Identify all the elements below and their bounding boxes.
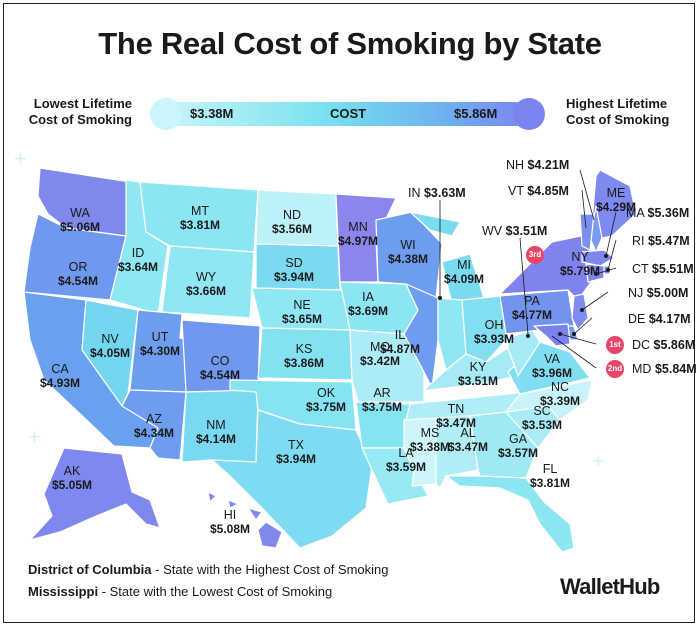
state-label-WI: WI $4.38M bbox=[388, 238, 429, 266]
state-NC bbox=[505, 379, 593, 421]
leader-line bbox=[573, 317, 593, 335]
legend-cost-label: COST bbox=[330, 106, 367, 121]
state-label-PA: PA $4.77M bbox=[512, 294, 553, 322]
state-label-ID: ID $3.64M bbox=[118, 246, 159, 274]
legend-max-value: $5.86M bbox=[454, 106, 498, 121]
state-label-DE: DE $4.17M bbox=[628, 312, 691, 326]
state-label-WV: WV $3.51M bbox=[482, 224, 548, 238]
state-WY bbox=[161, 245, 255, 319]
state-label-AZ: AZ $4.34M bbox=[134, 412, 175, 440]
state-label-RI: RI $5.47M bbox=[632, 234, 690, 248]
leader-line bbox=[607, 239, 617, 271]
note-lowest: Mississippi - State with the Lowest Cost… bbox=[28, 584, 333, 599]
state-label-NE: NE $3.65M bbox=[282, 298, 323, 326]
state-label-MA: MA $5.36M bbox=[626, 206, 690, 220]
state-label-CT: CT $5.51M bbox=[632, 262, 694, 276]
state-label-SC: SC $3.53M bbox=[522, 404, 563, 432]
leader-line bbox=[605, 211, 617, 257]
state-label-IL: IL $4.87M bbox=[380, 328, 421, 356]
legend-min-value: $3.38M bbox=[190, 106, 234, 121]
state-label-VA: VA $3.96M bbox=[532, 352, 573, 380]
rank-second-badge: 2nd bbox=[606, 360, 624, 378]
state-label-WY: WY $3.66M bbox=[186, 270, 227, 298]
state-label-IA: IA $3.69M bbox=[348, 290, 389, 318]
state-label-NC: NC $3.39M bbox=[540, 380, 581, 408]
state-label-VT: VT $4.85M bbox=[508, 184, 569, 198]
state-label-GA: GA $3.57M bbox=[498, 432, 539, 460]
page-title: The Real Cost of Smoking by State bbox=[98, 26, 602, 61]
legend-low-label: Lowest Lifetime Cost of Smoking bbox=[28, 96, 132, 127]
state-label-OH: OH $3.93M bbox=[474, 318, 515, 346]
legend-high-label: Highest Lifetime Cost of Smoking bbox=[566, 96, 670, 127]
legend-gradient bbox=[166, 102, 528, 126]
leader-line bbox=[551, 335, 597, 369]
state-HI bbox=[207, 491, 283, 549]
state-label-OK: OK $3.75M bbox=[306, 386, 347, 414]
leader-line bbox=[519, 237, 529, 335]
state-VT bbox=[579, 213, 595, 251]
state-label-MS: MS $3.38M bbox=[410, 426, 451, 454]
state-label-NJ: NJ $5.00M bbox=[628, 286, 689, 300]
rank-third-badge: 3rd bbox=[526, 246, 544, 264]
rank-first-badge: 1st bbox=[606, 336, 624, 354]
state-label-AR: AR $3.75M bbox=[362, 386, 403, 414]
state-label-FL: FL $3.81M bbox=[530, 462, 571, 490]
state-MD bbox=[533, 323, 571, 347]
state-AK bbox=[29, 447, 161, 541]
state-FL bbox=[445, 475, 575, 553]
state-label-HI: HI $5.08M bbox=[210, 508, 251, 536]
state-TX bbox=[211, 409, 373, 549]
state-label-ME: ME $4.29M bbox=[596, 186, 637, 214]
state-label-NV: NV $4.05M bbox=[90, 332, 131, 360]
decor-plus-icon: + bbox=[592, 448, 605, 473]
state-label-CO: CO $4.54M bbox=[200, 354, 241, 382]
state-label-MI: MI $4.09M bbox=[444, 258, 485, 286]
state-label-CA: CA $4.93M bbox=[40, 362, 81, 390]
state-label-MO: MO $3.42M bbox=[360, 340, 401, 368]
state-label-KS: KS $3.86M bbox=[284, 342, 325, 370]
state-label-OR: OR $4.54M bbox=[58, 260, 99, 288]
legend-low-dot bbox=[150, 98, 182, 130]
wallethub-logo: WalletHub bbox=[560, 574, 660, 599]
leader-line bbox=[581, 291, 609, 311]
state-label-NH: NH $4.21M bbox=[506, 158, 570, 172]
state-label-TX: TX $3.94M bbox=[276, 438, 317, 466]
state-label-MN: MN $4.97M bbox=[338, 220, 379, 248]
state-OH bbox=[461, 295, 509, 363]
leader-line bbox=[579, 169, 595, 221]
state-label-LA: LA $3.59M bbox=[386, 446, 427, 474]
state-NJ bbox=[571, 293, 589, 331]
state-label-NM: NM $4.14M bbox=[196, 418, 237, 446]
state-label-TN: TN $3.47M bbox=[436, 402, 477, 430]
legend-high-dot bbox=[513, 98, 545, 130]
state-label-SD: SD $3.94M bbox=[274, 256, 315, 284]
decor-plus-icon: + bbox=[14, 146, 27, 171]
state-label-NY: NY $5.79M bbox=[560, 250, 601, 278]
state-label-MD: MD $5.84M bbox=[632, 362, 697, 376]
state-ME bbox=[591, 169, 637, 239]
state-label-UT: UT $4.30M bbox=[140, 330, 181, 358]
decor-plus-icon: + bbox=[28, 424, 41, 449]
state-label-IN: IN $3.63M bbox=[408, 186, 466, 200]
state-label-AL: AL $3.47M bbox=[448, 426, 489, 454]
leader-line bbox=[559, 333, 597, 345]
note-highest: District of Columbia - State with the Hi… bbox=[28, 562, 389, 577]
leader-line bbox=[595, 267, 617, 275]
state-label-KY: KY $3.51M bbox=[458, 360, 499, 388]
state-label-WA: WA $5.06M bbox=[60, 206, 101, 234]
state-label-AK: AK $5.05M bbox=[52, 464, 93, 492]
legend-color-bar: $3.38M COST $5.86M bbox=[150, 98, 545, 130]
state-label-ND: ND $3.56M bbox=[272, 208, 313, 236]
leader-line bbox=[581, 189, 587, 229]
state-label-MT: MT $3.81M bbox=[180, 204, 221, 232]
state-label-DC: DC $5.86M bbox=[632, 338, 696, 352]
